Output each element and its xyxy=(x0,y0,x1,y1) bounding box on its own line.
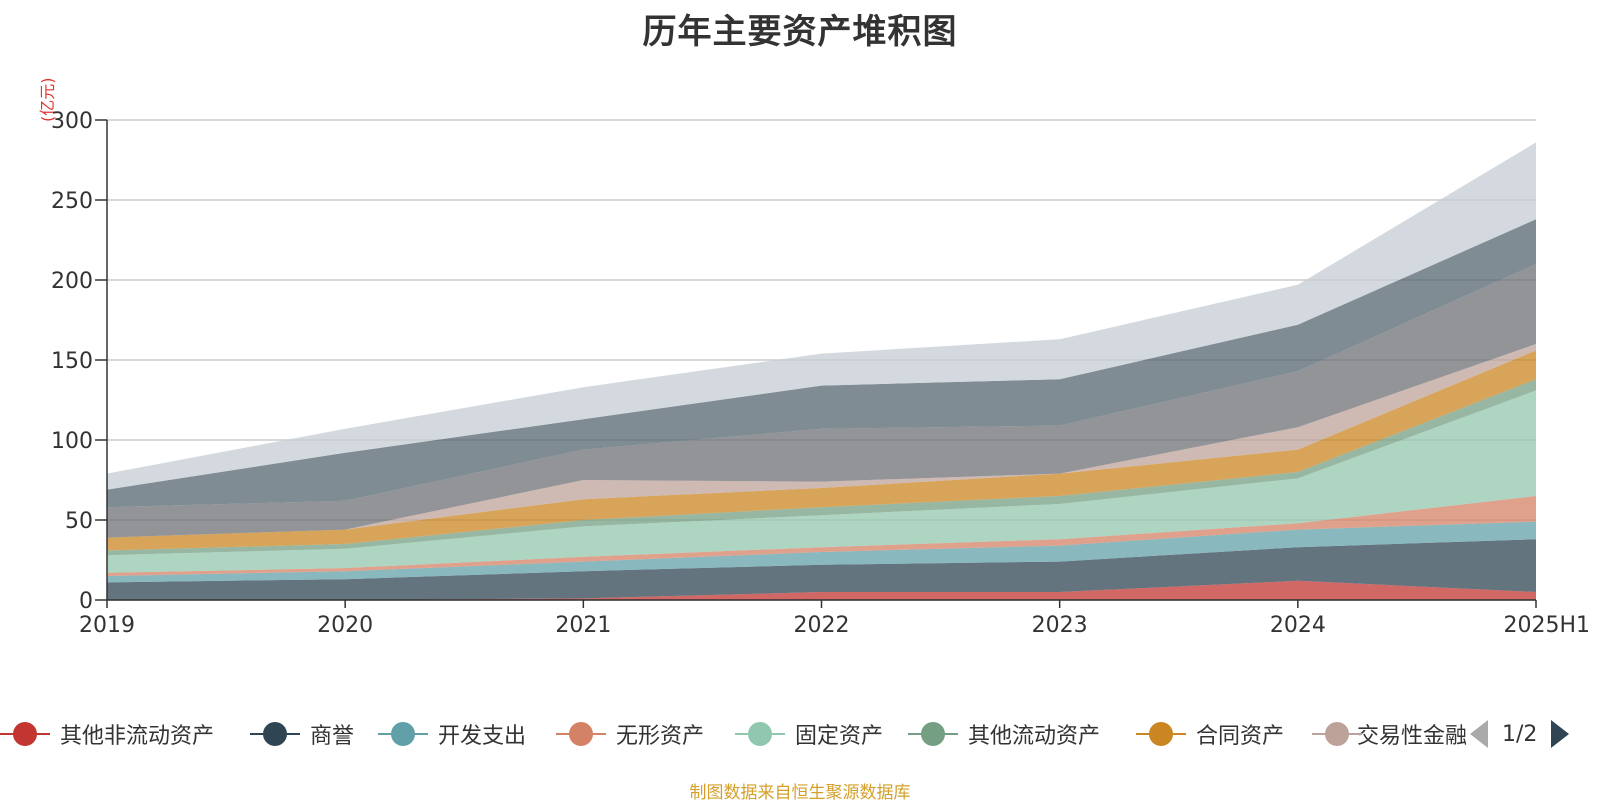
x-tick-labels: 2019 2020 2021 2022 2023 2024 2025H1 xyxy=(79,613,1590,638)
x-tick-label-5: 2024 xyxy=(1270,613,1326,638)
area-series-1 xyxy=(107,539,1536,600)
legend-marker-icon xyxy=(556,719,606,749)
y-tick-label-1: 50 xyxy=(65,509,93,534)
legend: 其他非流动资产 商誉 开发支出 无形资产 固定资产 其他流动资产 合同资产 交易性金融 xyxy=(0,714,1600,754)
legend-item-4[interactable]: 固定资产 xyxy=(735,714,883,754)
legend-next-page-icon[interactable] xyxy=(1551,720,1570,748)
area-series-10 xyxy=(107,142,1536,490)
y-tick-label-3: 150 xyxy=(51,349,93,374)
legend-marker-icon xyxy=(908,719,958,749)
x-tick-label-1: 2020 xyxy=(317,613,373,638)
y-tick-label-6: 300 xyxy=(51,109,93,134)
legend-page-indicator: 1/2 xyxy=(1502,721,1538,747)
x-tick-label-3: 2022 xyxy=(794,613,850,638)
source-note: 制图数据来自恒生聚源数据库 xyxy=(689,783,911,803)
legend-marker-icon xyxy=(378,719,428,749)
area-series-9 xyxy=(107,219,1536,508)
legend-label: 商誉 xyxy=(310,724,355,749)
legend-label: 其他流动资产 xyxy=(968,724,1101,749)
legend-marker-icon xyxy=(250,719,300,749)
legend-label: 固定资产 xyxy=(795,724,884,749)
legend-item-2[interactable]: 开发支出 xyxy=(378,714,526,754)
legend-item-0[interactable]: 其他非流动资产 xyxy=(0,714,214,754)
legend-marker-icon xyxy=(0,719,50,749)
legend-marker-icon xyxy=(1136,719,1186,749)
x-tick-label-6: 2025H1 xyxy=(1503,613,1590,638)
area-series-4 xyxy=(107,390,1536,573)
y-tick-label-5: 250 xyxy=(51,189,93,214)
legend-item-5[interactable]: 其他流动资产 xyxy=(908,714,1100,754)
legend-label: 合同资产 xyxy=(1196,724,1285,749)
axes xyxy=(95,119,1537,608)
area-series xyxy=(107,142,1536,600)
legend-marker-icon xyxy=(735,719,785,749)
legend-marker-icon xyxy=(1312,719,1362,749)
y-tick-labels: 0 50 100 150 200 250 300 xyxy=(51,109,93,614)
legend-pager: 1/2 xyxy=(1470,714,1570,754)
y-tick-label-2: 100 xyxy=(51,429,93,454)
area-series-0 xyxy=(107,580,1536,600)
y-tick-label-0: 0 xyxy=(79,589,93,614)
area-series-7 xyxy=(107,344,1536,538)
x-tick-label-4: 2023 xyxy=(1032,613,1088,638)
chart-title: 历年主要资产堆积图 xyxy=(642,12,958,52)
legend-item-1[interactable]: 商誉 xyxy=(250,714,354,754)
x-tick-label-0: 2019 xyxy=(79,613,135,638)
legend-item-3[interactable]: 无形资产 xyxy=(556,714,704,754)
x-tick-label-2: 2021 xyxy=(555,613,611,638)
area-series-8 xyxy=(107,264,1536,538)
legend-prev-page-icon[interactable] xyxy=(1470,720,1488,748)
legend-label: 无形资产 xyxy=(616,724,705,749)
legend-item-7[interactable]: 交易性金融 xyxy=(1312,714,1467,754)
legend-label: 开发支出 xyxy=(438,724,527,749)
legend-label: 其他非流动资产 xyxy=(60,724,215,749)
legend-label: 交易性金融 xyxy=(1356,724,1467,749)
y-tick-label-4: 200 xyxy=(51,269,93,294)
legend-item-6[interactable]: 合同资产 xyxy=(1136,714,1284,754)
